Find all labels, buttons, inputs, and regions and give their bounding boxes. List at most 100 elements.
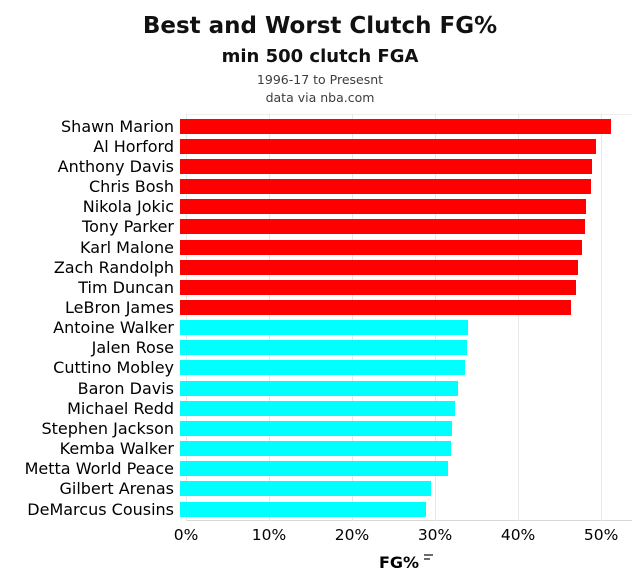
bar-worst[interactable] (180, 400, 456, 416)
bar-row: Michael Redd (0, 398, 626, 418)
player-label: Zach Randolph (53, 257, 174, 277)
player-label: Metta World Peace (24, 459, 174, 479)
bar-track (180, 340, 626, 356)
bar-rows: Shawn Marion Al Horford Anthony Davis Chris… (0, 116, 626, 519)
player-label: Nikola Jokic (82, 197, 174, 217)
bar-best[interactable] (180, 279, 577, 295)
bar-row: Anthony Davis (0, 156, 626, 176)
bar-worst[interactable] (180, 501, 426, 517)
player-label: Tony Parker (82, 217, 174, 237)
bar-track (180, 118, 626, 134)
bar-row: LeBron James (0, 297, 626, 317)
bar-row: Antoine Walker (0, 318, 626, 338)
chart-caption-range: 1996-17 to Presesnt (256, 72, 384, 88)
sort-icon[interactable] (424, 554, 434, 562)
x-tick-label: 20% (334, 526, 370, 544)
bar-best[interactable] (180, 219, 585, 235)
bar-worst[interactable] (180, 360, 466, 376)
gridline-50 (601, 114, 603, 521)
x-tick-label: 10% (251, 526, 287, 544)
bar-row: Stephen Jackson (0, 418, 626, 438)
gridline-10 (269, 114, 271, 521)
plot-top-border (186, 114, 632, 115)
player-label: Cuttino Mobley (53, 358, 174, 378)
bar-worst[interactable] (180, 340, 467, 356)
chart-title: Best and Worst Clutch FG% (142, 13, 498, 39)
player-label: Jalen Rose (91, 338, 174, 358)
bar-worst[interactable] (180, 481, 431, 497)
x-tick-label: 40% (500, 526, 536, 544)
bar-worst[interactable] (180, 461, 448, 477)
bar-row: Gilbert Arenas (0, 479, 626, 499)
chart-caption-source: data via nba.com (265, 90, 375, 106)
player-label: Kemba Walker (59, 439, 174, 459)
bar-best[interactable] (180, 259, 579, 275)
bar-worst[interactable] (180, 380, 458, 396)
bar-row: Nikola Jokic (0, 197, 626, 217)
bar-row: DeMarcus Cousins (0, 499, 626, 519)
bar-track (180, 420, 626, 436)
bar-track (180, 279, 626, 295)
gridline-20 (352, 114, 354, 521)
bar-row: Shawn Marion (0, 116, 626, 136)
player-label: Shawn Marion (61, 116, 174, 136)
chart-header: Best and Worst Clutch FG% min 500 clutch… (0, 13, 640, 105)
bar-track (180, 138, 626, 154)
bar-track (180, 199, 626, 215)
gridline-30 (435, 114, 437, 521)
player-label: LeBron James (65, 297, 174, 317)
bar-track (180, 380, 626, 396)
bar-track (180, 299, 626, 315)
bar-row: Tim Duncan (0, 277, 626, 297)
player-label: Karl Malone (80, 237, 174, 257)
bar-row: Jalen Rose (0, 338, 626, 358)
bar-worst[interactable] (180, 320, 468, 336)
bar-track (180, 400, 626, 416)
bar-row: Chris Bosh (0, 176, 626, 196)
bar-track (180, 501, 626, 517)
bar-track (180, 239, 626, 255)
x-axis-title: FG% (186, 553, 626, 572)
bar-best[interactable] (180, 299, 572, 315)
x-tick-label: 30% (417, 526, 453, 544)
bar-best[interactable] (180, 158, 593, 174)
bar-track (180, 179, 626, 195)
bar-track (180, 259, 626, 275)
bar-row: Al Horford (0, 136, 626, 156)
bar-best[interactable] (180, 239, 583, 255)
bar-row: Baron Davis (0, 378, 626, 398)
player-label: Michael Redd (67, 398, 174, 418)
player-label: Gilbert Arenas (59, 479, 174, 499)
bar-track (180, 158, 626, 174)
player-label: Stephen Jackson (41, 418, 175, 438)
x-axis-label: FG% (378, 553, 420, 572)
bar-row: Tony Parker (0, 217, 626, 237)
player-label: Baron Davis (77, 378, 174, 398)
x-axis-line (186, 520, 632, 521)
player-label: Antoine Walker (53, 318, 174, 338)
bar-best[interactable] (180, 179, 591, 195)
bar-row: Karl Malone (0, 237, 626, 257)
bar-track (180, 461, 626, 477)
bar-row: Kemba Walker (0, 439, 626, 459)
bar-best[interactable] (180, 118, 611, 134)
player-label: Al Horford (93, 136, 174, 156)
bar-worst[interactable] (180, 441, 451, 457)
player-label: Anthony Davis (57, 156, 174, 176)
player-label: DeMarcus Cousins (27, 499, 174, 519)
chart-subtitle: min 500 clutch FGA (221, 45, 419, 67)
bar-best[interactable] (180, 138, 596, 154)
x-tick-label: 50% (583, 526, 619, 544)
bar-row: Cuttino Mobley (0, 358, 626, 378)
x-tick-label: 0% (173, 526, 199, 544)
plot-gridlines (186, 114, 632, 521)
bar-track (180, 320, 626, 336)
bar-worst[interactable] (180, 420, 452, 436)
bar-best[interactable] (180, 199, 587, 215)
bar-track (180, 219, 626, 235)
bar-track (180, 441, 626, 457)
player-label: Chris Bosh (89, 177, 174, 197)
bar-row: Zach Randolph (0, 257, 626, 277)
gridline-40 (518, 114, 520, 521)
